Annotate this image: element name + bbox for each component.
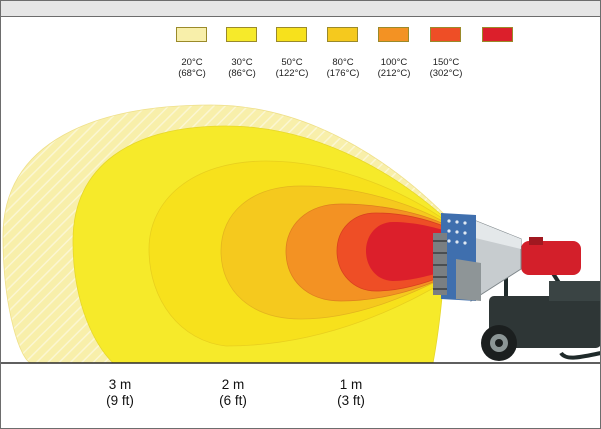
distance-label-3m: 3 m (9 ft) [90, 377, 150, 409]
legend-label-20c: 20°C (68°C) [167, 57, 217, 79]
distance-metric: 3 m [108, 377, 132, 392]
legend-label-50c: 50°C (122°C) [267, 57, 317, 79]
hot-air-heater-icon [433, 213, 600, 361]
legend-label-celsius: 150°C [432, 57, 460, 68]
legend-swatch-max [482, 27, 513, 42]
distance-imperial: (9 ft) [106, 393, 134, 408]
legend-swatch-100c [378, 27, 409, 42]
legend-label-celsius: 30°C [231, 57, 253, 68]
legend-label-80c: 80°C (176°C) [318, 57, 368, 79]
legend-label-150c: 150°C (302°C) [421, 57, 471, 79]
distance-label-1m: 1 m (3 ft) [321, 377, 381, 409]
legend-label-fahrenheit: (212°C) [377, 68, 411, 79]
zone-core [366, 222, 446, 281]
legend-label-100c: 100°C (212°C) [369, 57, 419, 79]
legend-swatch-20c [176, 27, 207, 42]
legend-label-celsius: 20°C [181, 57, 203, 68]
distance-metric: 2 m [221, 377, 245, 392]
distance-imperial: (6 ft) [219, 393, 247, 408]
legend-swatch-30c [226, 27, 257, 42]
legend-label-fahrenheit: (176°C) [326, 68, 360, 79]
legend-label-fahrenheit: (68°C) [178, 68, 206, 79]
legend-label-fahrenheit: (302°C) [429, 68, 463, 79]
temperature-legend: 20°C (68°C) 30°C (86°C) 50°C (122°C) 80°… [1, 1, 600, 101]
legend-swatch-50c [276, 27, 307, 42]
distance-label-2m: 2 m (6 ft) [203, 377, 263, 409]
legend-label-celsius: 100°C [380, 57, 408, 68]
legend-label-celsius: 50°C [281, 57, 303, 68]
distance-imperial: (3 ft) [337, 393, 365, 408]
legend-label-celsius: 80°C [332, 57, 354, 68]
legend-label-fahrenheit: (122°C) [275, 68, 309, 79]
legend-label-fahrenheit: (86°C) [228, 68, 256, 79]
legend-swatch-80c [327, 27, 358, 42]
distance-metric: 1 m [339, 377, 363, 392]
top-bar [1, 1, 600, 17]
legend-label-30c: 30°C (86°C) [217, 57, 267, 79]
legend-swatch-150c [430, 27, 461, 42]
